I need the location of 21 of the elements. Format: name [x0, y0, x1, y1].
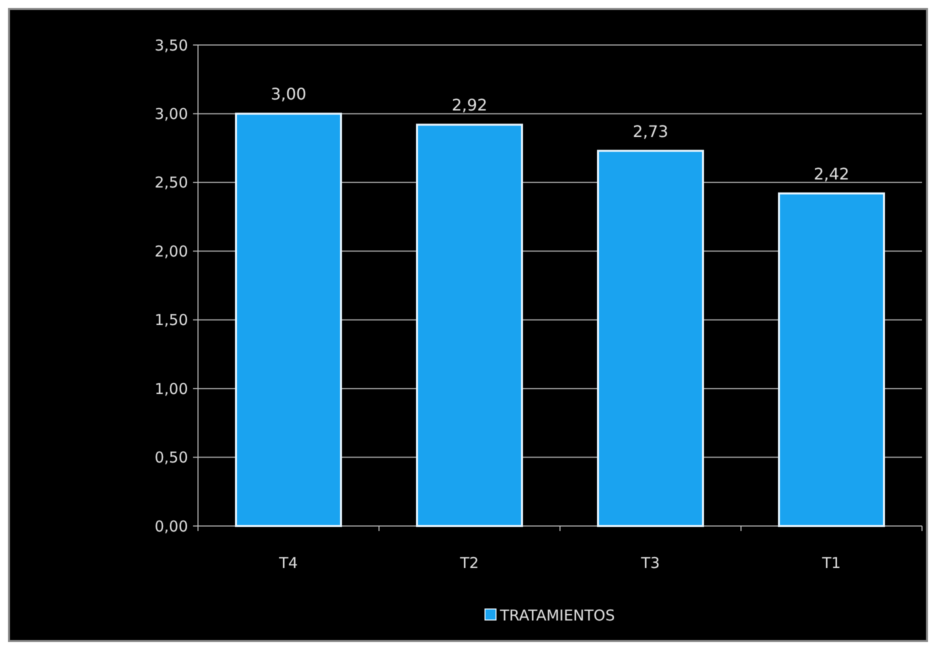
- x-tick-label: T1: [821, 554, 841, 572]
- x-tick-label: T4: [278, 554, 298, 572]
- y-tick-label: 0,00: [154, 517, 188, 536]
- bar: [416, 124, 523, 527]
- data-label: 2,42: [814, 164, 850, 184]
- legend-label: TRATAMIENTOS: [499, 606, 615, 624]
- bar: [235, 112, 342, 527]
- y-tick-label: 3,50: [154, 36, 188, 54]
- y-tick-label: 0,50: [154, 448, 188, 467]
- y-tick-label: 2,50: [154, 174, 188, 192]
- y-tick-label: 1,00: [154, 380, 188, 398]
- x-tick-label: T2: [459, 554, 479, 572]
- y-tick-label: 1,50: [154, 311, 188, 330]
- y-tick-label: 3,00: [154, 104, 188, 123]
- data-label: 2,73: [632, 122, 668, 141]
- y-tick-label: 2,00: [154, 242, 188, 260]
- data-label: 2,92: [452, 96, 488, 115]
- x-tick-label: T3: [640, 554, 660, 572]
- data-label: 3,00: [270, 84, 306, 104]
- bar: [778, 192, 885, 527]
- bar: [597, 150, 704, 527]
